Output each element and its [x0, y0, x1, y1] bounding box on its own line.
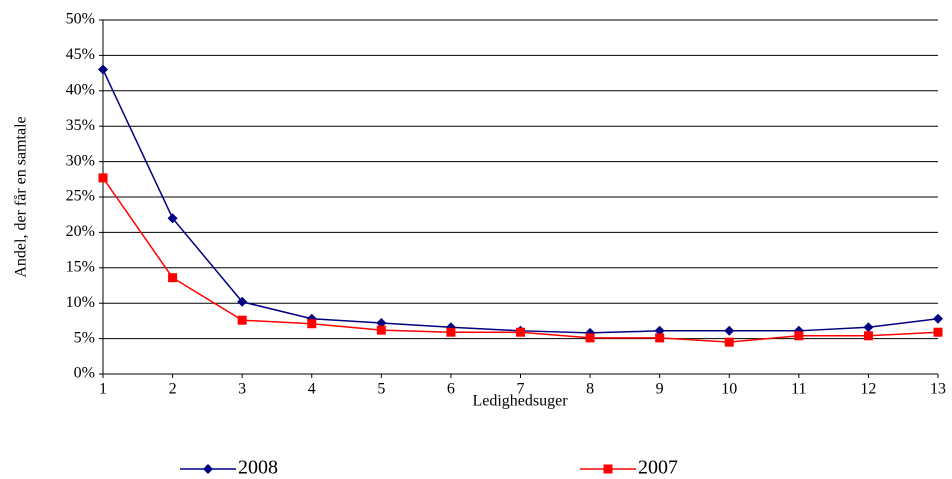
x-tick-label: 8	[586, 381, 594, 398]
y-tick-label: 10%	[66, 294, 95, 311]
y-tick-label: 25%	[66, 188, 95, 205]
marker	[167, 213, 178, 224]
y-tick-label: 30%	[66, 152, 95, 169]
x-tick-label: 1	[99, 381, 107, 398]
marker	[516, 327, 525, 337]
y-axis-label: Andel, der får en samtale	[13, 116, 30, 277]
y-tick-label: 0%	[74, 365, 95, 382]
x-tick-label: 11	[791, 381, 806, 398]
x-tick-label: 3	[238, 381, 246, 398]
legend-marker	[203, 464, 213, 474]
marker	[237, 296, 248, 307]
marker	[446, 327, 456, 337]
marker	[933, 313, 943, 324]
marker	[98, 64, 108, 75]
marker	[863, 331, 873, 341]
y-tick-label: 15%	[66, 258, 95, 275]
marker	[863, 322, 874, 333]
x-axis-label: Ledighedsuger	[472, 393, 568, 410]
legend-label: 2007	[638, 457, 678, 479]
x-tick-label: 6	[447, 381, 455, 398]
marker	[933, 327, 943, 337]
marker	[794, 331, 804, 341]
marker	[654, 325, 665, 336]
marker	[376, 318, 387, 329]
x-tick-label: 12	[860, 381, 876, 398]
y-tick-label: 20%	[66, 223, 95, 240]
marker	[724, 325, 735, 336]
x-tick-label: 5	[377, 381, 385, 398]
y-tick-label: 50%	[66, 11, 95, 28]
y-tick-label: 5%	[74, 329, 95, 346]
x-tick-label: 7	[517, 381, 525, 398]
marker	[376, 325, 386, 335]
marker	[307, 319, 317, 329]
marker	[655, 333, 665, 343]
legend-label: 2008	[238, 457, 278, 479]
legend-marker	[603, 464, 613, 474]
x-tick-label: 13	[930, 381, 946, 398]
marker	[585, 333, 595, 343]
series-line	[102, 177, 939, 343]
marker	[98, 173, 108, 183]
y-tick-label: 35%	[66, 117, 95, 134]
y-tick-label: 45%	[66, 46, 95, 63]
y-tick-label: 40%	[66, 81, 95, 98]
x-tick-label: 9	[656, 381, 664, 398]
marker	[724, 337, 734, 347]
marker	[168, 273, 178, 283]
x-tick-label: 2	[169, 381, 177, 398]
marker	[237, 315, 247, 325]
x-tick-label: 10	[721, 381, 737, 398]
x-tick-label: 4	[308, 381, 316, 398]
series-line	[102, 69, 939, 334]
